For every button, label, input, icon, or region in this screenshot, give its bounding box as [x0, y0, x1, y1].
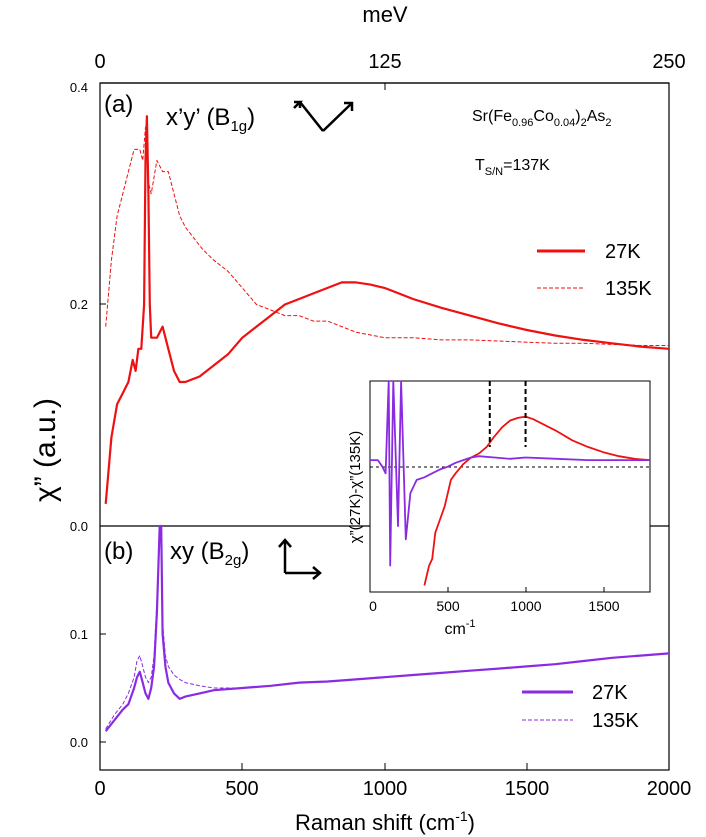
top-tick-label: 250: [652, 51, 685, 73]
y-tick-label: 0.1: [70, 627, 88, 642]
inset-frame: [369, 380, 651, 593]
legend-label: 135K: [592, 710, 639, 732]
x-axis: 0 500 1000 1500 2000 Raman shift (cm-1): [94, 763, 691, 835]
x-axis-label: Raman shift (cm-1): [295, 808, 475, 835]
y-tick-label: 0.4: [70, 80, 88, 95]
panel-a-y-ticks: 0.4 0.2 0.0: [70, 80, 106, 534]
inset-plot: 0 500 1000 1500 cm-1 χ”(27K)-χ”(135K): [347, 380, 651, 638]
panel-b-symmetry: xy (B2g): [170, 538, 249, 569]
sample-formula: Sr(Fe0.96Co0.04)2As2: [472, 108, 612, 129]
legend-label: 135K: [605, 278, 652, 300]
inset-y-label: χ”(27K)-χ”(135K): [347, 431, 364, 543]
inset-x-axis: 0 500 1000 1500 cm-1: [369, 587, 620, 638]
panel-a-label: (a): [104, 91, 133, 118]
top-axis-label: meV: [362, 2, 408, 27]
inset-series: [370, 380, 651, 586]
series-line-27k: [104, 115, 670, 504]
top-tick-label: 0: [94, 51, 105, 73]
y-tick-label: 0.0: [70, 519, 88, 534]
panel-a-symmetry: x’y’ (B1g): [166, 104, 255, 135]
transition-temperature: TS/N=137K: [475, 157, 550, 178]
panel-b-y-ticks: 0.1 0.0: [70, 627, 106, 750]
x-tick-label: 1000: [363, 778, 408, 800]
legend-label: 27K: [592, 682, 628, 704]
inset-tick-label: 0: [369, 598, 377, 614]
top-axis: meV 0 125 250: [94, 2, 686, 90]
polarization-arrows-icon: [293, 100, 354, 132]
top-tick-label: 125: [368, 51, 401, 73]
panel-b-legend: 27K 135K: [522, 682, 639, 732]
y-axis-label: χ” (a.u.): [29, 398, 62, 502]
panel-a-series: [104, 115, 670, 504]
x-tick-label: 500: [225, 778, 258, 800]
series-line-27k: [104, 524, 670, 732]
inset-tick-label: 1000: [510, 598, 541, 614]
panel-b-series: [104, 524, 670, 732]
inset-series-line-0: [423, 415, 651, 586]
polarization-arrows-icon: [278, 538, 322, 580]
panel-b-label: (b): [104, 538, 133, 565]
y-tick-label: 0.0: [70, 735, 88, 750]
series-line-135k: [105, 525, 670, 730]
inset-tick-label: 1500: [588, 598, 619, 614]
inset-tick-label: 500: [436, 598, 460, 614]
inset-x-label: cm-1: [444, 618, 475, 638]
legend-label: 27K: [605, 241, 641, 263]
panel-a-legend: 27K 135K: [537, 241, 652, 300]
series-line-135k: [105, 126, 669, 346]
inset-series-line-1: [370, 380, 650, 567]
x-tick-label: 2000: [647, 778, 692, 800]
y-tick-label: 0.2: [70, 297, 88, 312]
x-tick-label: 0: [94, 778, 105, 800]
x-tick-label: 1500: [505, 778, 550, 800]
inset-markers: [488, 381, 527, 447]
